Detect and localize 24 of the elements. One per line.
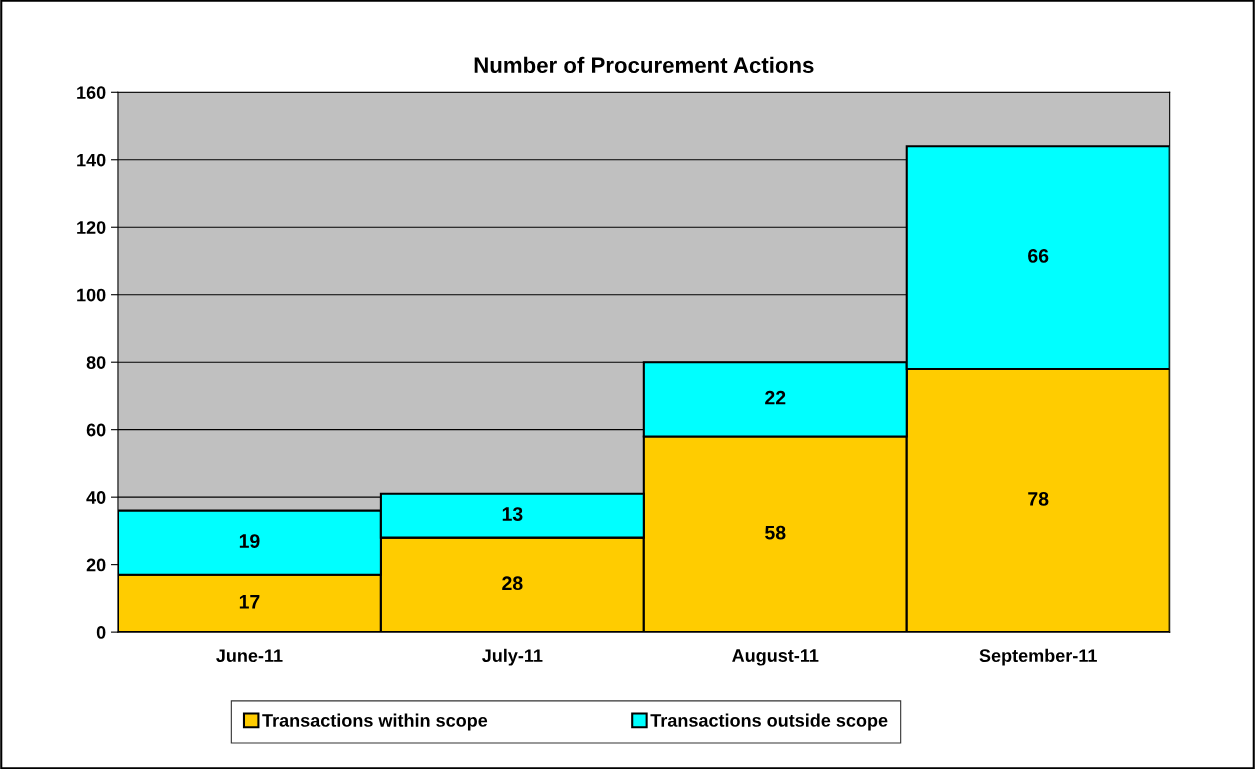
y-tick-label: 40 bbox=[86, 491, 106, 504]
data-label: 22 bbox=[765, 390, 786, 405]
data-label: 78 bbox=[1028, 491, 1049, 506]
legend-label: Transactions outside scope bbox=[650, 713, 888, 731]
y-tick-label: 60 bbox=[86, 423, 106, 437]
x-tick-label: July-11 bbox=[482, 648, 543, 666]
chart-title: Number of Procurement Actions bbox=[474, 56, 814, 74]
data-label: 17 bbox=[239, 595, 260, 609]
y-tick-label: 0 bbox=[96, 626, 106, 639]
y-tick-label: 80 bbox=[86, 356, 106, 369]
y-tick-label: 140 bbox=[77, 153, 106, 167]
legend-label: Transactions within scope bbox=[262, 713, 488, 731]
x-tick-label: August-11 bbox=[732, 649, 819, 666]
data-label: 58 bbox=[765, 525, 786, 540]
y-tick-label: 120 bbox=[77, 221, 106, 234]
data-label: 13 bbox=[502, 507, 523, 521]
data-label: 28 bbox=[502, 576, 523, 591]
data-label: 66 bbox=[1028, 249, 1049, 263]
y-tick-label: 20 bbox=[86, 558, 106, 572]
y-tick-label: 160 bbox=[77, 86, 106, 99]
x-tick-label: September-11 bbox=[979, 648, 1097, 666]
data-label: 19 bbox=[239, 534, 260, 548]
y-tick-label: 100 bbox=[77, 288, 106, 302]
x-tick-label: June-11 bbox=[216, 649, 283, 663]
